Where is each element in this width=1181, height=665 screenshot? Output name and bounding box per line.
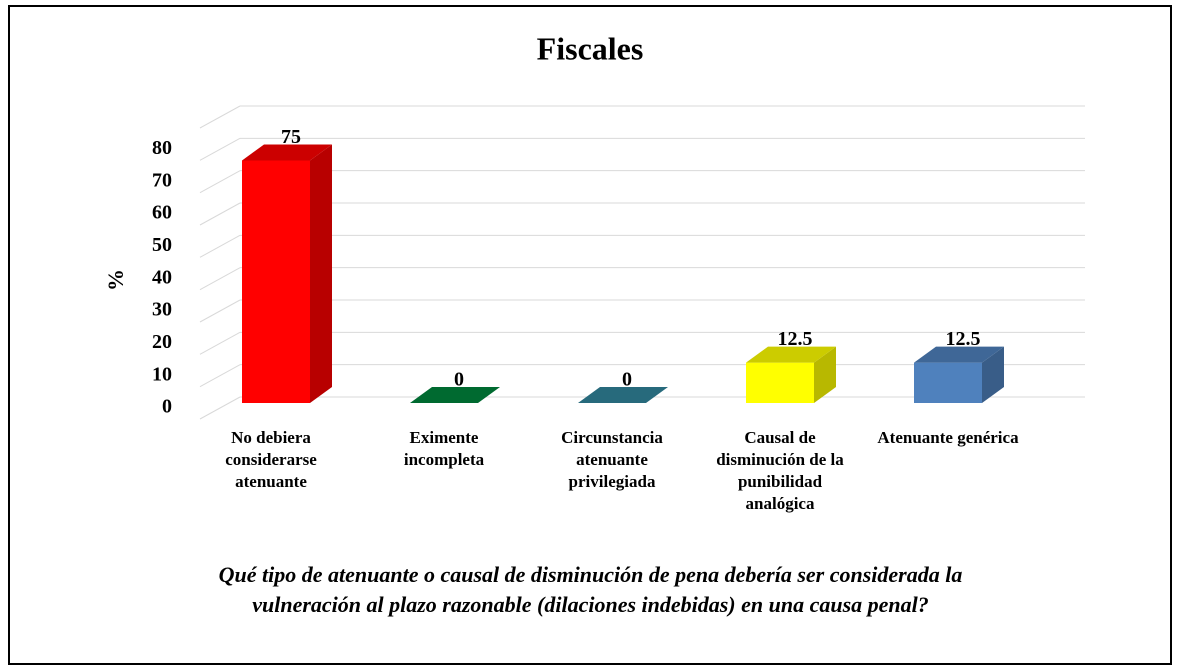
bar xyxy=(914,346,1004,403)
value-label: 75 xyxy=(281,126,301,148)
y-tick-label: 30 xyxy=(152,299,172,321)
y-tick-label: 80 xyxy=(152,137,172,159)
bar-side xyxy=(814,346,836,403)
grid-line xyxy=(199,267,241,291)
x-tick-label: Eximente incompleta xyxy=(403,428,485,469)
bar-front xyxy=(746,362,814,403)
grid-line xyxy=(199,137,241,161)
bar-side xyxy=(982,346,1004,403)
caption: Qué tipo de atenuante o causal de dismin… xyxy=(218,562,963,587)
x-tick-label: Atenuante genérica xyxy=(877,428,1019,447)
grid-line xyxy=(199,396,241,420)
x-tick-label: Causal de disminución de la punibilidad … xyxy=(716,428,844,513)
grid-line xyxy=(199,234,241,258)
value-label: 12.5 xyxy=(778,328,813,350)
bar-top xyxy=(410,387,500,403)
y-tick-label: 60 xyxy=(152,202,172,224)
bar xyxy=(410,387,500,403)
bar-top xyxy=(242,144,332,161)
bar xyxy=(746,346,836,403)
x-tick-label: No debiera considerarse atenuante xyxy=(225,428,317,491)
bar-top xyxy=(914,346,1004,363)
value-label: 0 xyxy=(622,369,632,391)
y-tick-label: 50 xyxy=(152,234,172,256)
caption: vulneración al plazo razonable (dilacion… xyxy=(252,592,929,617)
x-tick-label: Circunstancia atenuante privilegiada xyxy=(561,428,663,491)
bar xyxy=(578,387,668,403)
grid-line xyxy=(199,202,241,226)
grid-line xyxy=(199,364,241,388)
chart: Fiscales % 0 10 20 30 40 50 60 70 80 75 0 0 12.5 12.5 xyxy=(103,30,1085,420)
grid-line xyxy=(199,331,241,355)
bar-top xyxy=(578,387,668,403)
bar-side xyxy=(310,144,332,403)
y-tick-label: 70 xyxy=(152,169,172,191)
bar-front xyxy=(914,362,982,403)
bar-top xyxy=(746,346,836,363)
bar-front xyxy=(242,160,310,403)
y-tick-label: 10 xyxy=(152,363,172,385)
y-axis-label: % xyxy=(103,269,128,291)
bar xyxy=(242,144,332,403)
y-tick-label: 0 xyxy=(162,396,172,418)
value-label: 12.5 xyxy=(946,328,981,350)
grid-line xyxy=(199,299,241,323)
y-tick-label: 20 xyxy=(152,331,172,353)
grid-line xyxy=(199,170,241,194)
value-label: 0 xyxy=(454,369,464,391)
y-tick-label: 40 xyxy=(152,266,172,288)
chart-title: Fiscales xyxy=(537,30,644,66)
page: Fiscales % 0 10 20 30 40 50 60 70 80 75 0 0 12.5 12.5… xyxy=(8,5,1172,665)
wall-edge xyxy=(199,105,241,129)
